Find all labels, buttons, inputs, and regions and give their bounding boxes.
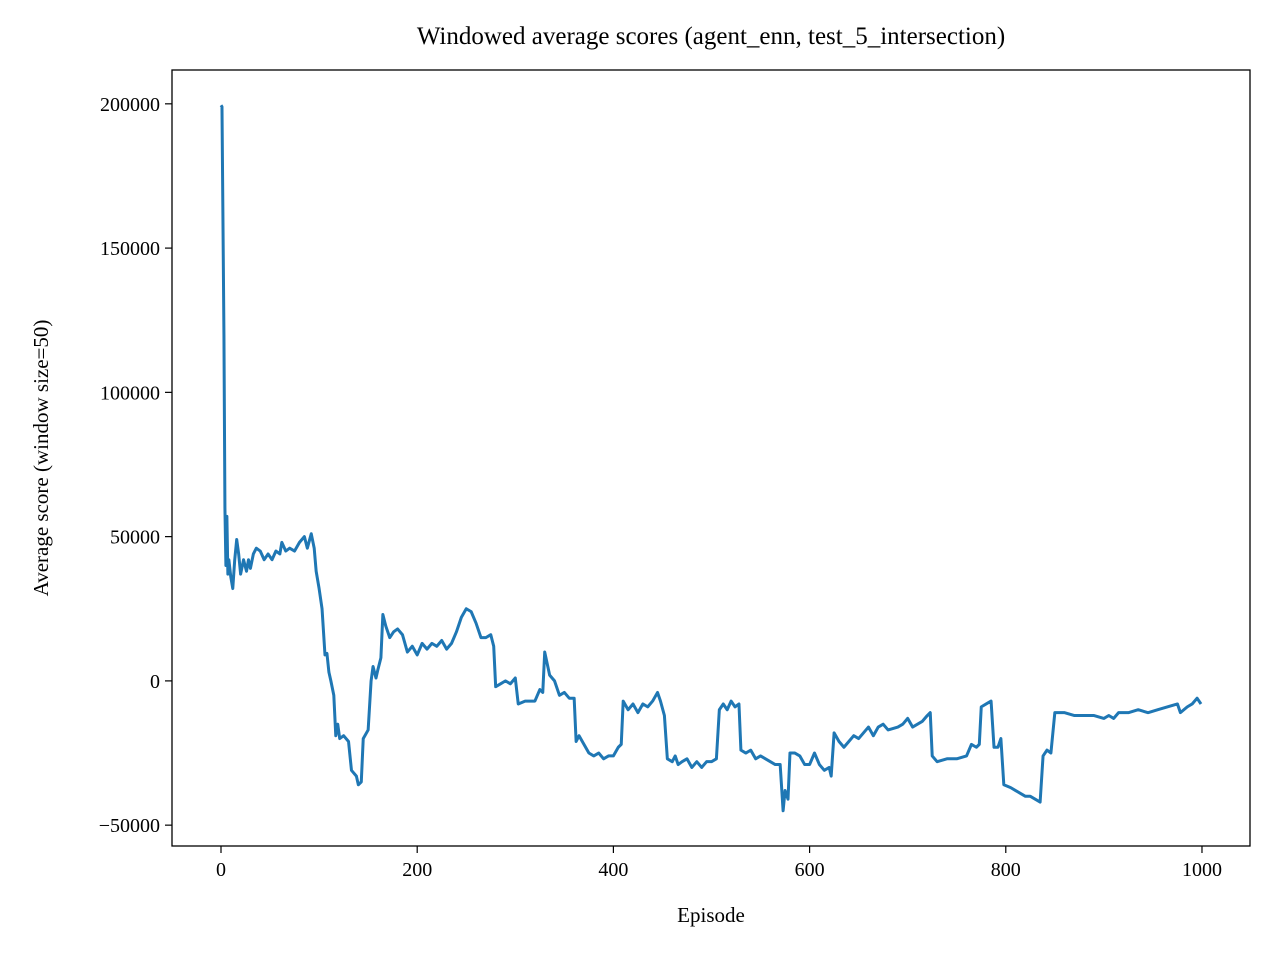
x-tick-label: 600 <box>795 859 825 881</box>
y-tick-label: 150000 <box>100 238 160 260</box>
x-axis-label: Episode <box>677 903 745 927</box>
chart-title: Windowed average scores (agent_enn, test… <box>417 23 1005 50</box>
x-tick-label: 800 <box>991 859 1021 881</box>
plot-frame <box>171 69 1251 847</box>
y-tick-label: 200000 <box>100 94 160 116</box>
y-axis-label: Average score (window size=50) <box>29 320 53 597</box>
series-line <box>219 104 1203 813</box>
x-tick-label: 1000 <box>1182 859 1222 881</box>
y-tick-label: 100000 <box>100 382 160 404</box>
y-tick-label: 0 <box>150 671 160 693</box>
x-tick-label: 400 <box>598 859 628 881</box>
x-tick-label: 0 <box>216 859 226 881</box>
x-tick-label: 200 <box>402 859 432 881</box>
y-tick-label: −50000 <box>99 815 160 837</box>
y-tick-label: 50000 <box>110 527 160 549</box>
